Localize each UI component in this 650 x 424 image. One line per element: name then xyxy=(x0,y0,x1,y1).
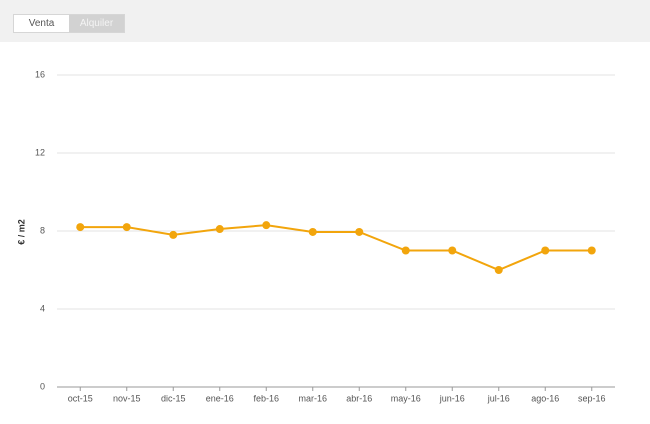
y-tick-label: 8 xyxy=(40,225,45,235)
point xyxy=(262,221,271,230)
point xyxy=(122,223,131,232)
x-tick-label: jul-16 xyxy=(487,393,510,403)
point xyxy=(448,246,457,255)
point xyxy=(355,227,364,236)
x-tick-label: abr-16 xyxy=(346,393,372,403)
point xyxy=(494,266,503,274)
y-tick-label: 12 xyxy=(35,147,45,157)
x-tick-label: sep-16 xyxy=(578,393,606,403)
y-tick-label: 16 xyxy=(35,69,45,79)
x-tick-label: ago-16 xyxy=(531,393,559,403)
point xyxy=(308,227,317,236)
line xyxy=(80,224,592,272)
tab[interactable]: Alquiler xyxy=(69,15,124,32)
x-tick-label: feb-16 xyxy=(253,393,279,403)
x-tick-label: oct-15 xyxy=(68,393,93,403)
x-tick-label: ene-16 xyxy=(206,393,234,403)
point xyxy=(76,223,85,232)
x-tick-label: may-16 xyxy=(391,393,421,403)
x-tick-label: nov-15 xyxy=(113,393,141,403)
tab[interactable]: Venta xyxy=(14,15,69,32)
point xyxy=(541,246,550,255)
x-tick-label: dic-15 xyxy=(161,393,186,403)
y-tick-label: 0 xyxy=(40,381,45,391)
tab-group: Venta Alquiler xyxy=(13,14,125,33)
point xyxy=(169,230,178,239)
toolbar: Venta Alquiler xyxy=(0,0,650,42)
y-axis-label: € / m2 xyxy=(16,219,26,245)
x-tick-label: mar-16 xyxy=(298,393,327,403)
y-tick-label: 4 xyxy=(40,303,45,313)
point xyxy=(587,246,596,255)
point xyxy=(215,225,224,234)
point xyxy=(401,246,410,255)
x-tick-label: jun-16 xyxy=(439,393,465,403)
